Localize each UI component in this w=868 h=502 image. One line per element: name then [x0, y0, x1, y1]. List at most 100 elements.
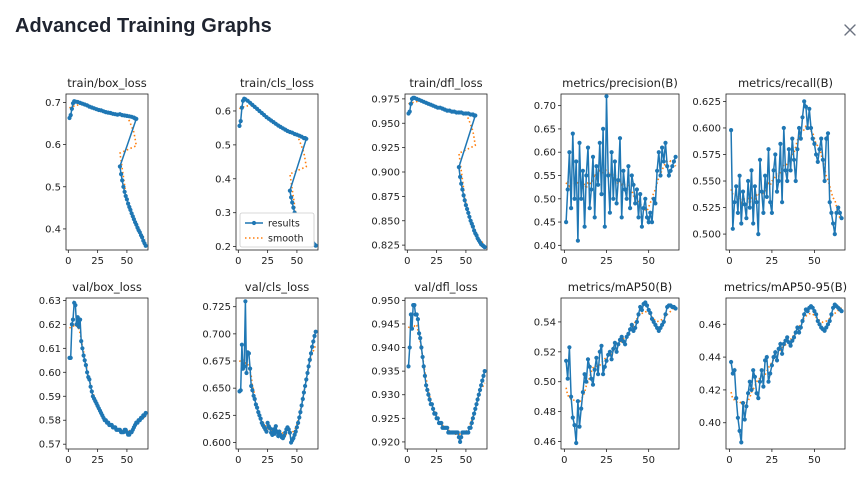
results-point: [766, 379, 771, 384]
results-point: [815, 159, 820, 164]
results-point: [780, 351, 785, 356]
y-tick-label: 0.850: [371, 216, 400, 227]
results-point: [749, 387, 754, 392]
results-point: [306, 364, 311, 369]
results-point: [82, 358, 87, 363]
results-point: [764, 355, 769, 360]
results-point: [802, 312, 807, 317]
results-point: [776, 178, 781, 184]
results-point: [732, 200, 737, 205]
results-point: [244, 370, 249, 376]
results-point: [786, 340, 792, 345]
smooth-line: [730, 125, 842, 219]
results-point: [251, 393, 256, 398]
results-point: [798, 136, 803, 141]
x-tick-label: 25: [91, 455, 104, 466]
x-tick-label: 25: [600, 256, 613, 267]
y-tick-label: 0.55: [534, 171, 556, 182]
results-point: [256, 410, 261, 415]
results-point: [769, 363, 775, 368]
results-point: [808, 125, 814, 131]
results-point: [619, 215, 624, 220]
close-button[interactable]: [840, 20, 860, 40]
results-point: [250, 388, 255, 393]
y-tick-label: 0.975: [371, 94, 400, 105]
results-point: [431, 406, 436, 411]
results-point: [76, 324, 81, 329]
results-point: [435, 416, 440, 421]
results-point: [458, 439, 463, 444]
x-tick-label: 0: [235, 455, 241, 466]
y-tick-label: 0.65: [534, 124, 556, 135]
results-point: [795, 325, 800, 330]
results-point: [277, 429, 282, 434]
results-point: [614, 349, 619, 354]
results-point: [604, 358, 609, 363]
chart-title: train/box_loss: [67, 76, 146, 90]
results-point: [299, 403, 304, 408]
results-point: [293, 429, 298, 434]
results-point: [579, 196, 584, 201]
results-point: [124, 197, 129, 202]
results-point: [740, 400, 746, 406]
results-point: [609, 150, 614, 155]
results-point: [761, 384, 766, 389]
results-point: [834, 210, 839, 215]
y-tick-label: 0.925: [371, 143, 400, 154]
results-point: [307, 357, 312, 362]
close-icon[interactable]: [840, 20, 860, 40]
results-point: [239, 342, 244, 347]
results-point: [752, 184, 758, 189]
results-point: [837, 210, 843, 215]
results-point: [292, 432, 297, 437]
y-tick-label: 0.725: [202, 302, 231, 313]
results-point: [644, 303, 650, 308]
y-tick-label: 0.6: [45, 140, 61, 151]
y-tick-label: 0.7: [45, 98, 61, 109]
results-point: [754, 200, 759, 205]
results-point: [596, 372, 601, 377]
x-tick-label: 50: [460, 455, 473, 466]
results-point: [143, 410, 148, 416]
results-point: [641, 206, 646, 211]
results-point: [574, 159, 579, 164]
results-point: [665, 164, 670, 169]
results-point: [482, 369, 487, 374]
results-point: [281, 433, 287, 439]
x-tick-label: 0: [561, 256, 567, 267]
results-point: [569, 394, 574, 399]
results-point: [253, 402, 258, 407]
results-point: [134, 116, 139, 121]
results-point: [761, 210, 766, 215]
results-point: [577, 424, 582, 429]
results-point: [574, 440, 579, 446]
results-point: [414, 312, 419, 317]
results-point: [70, 317, 76, 322]
results-point: [463, 203, 468, 208]
y-tick-label: 0.625: [692, 97, 721, 108]
results-point: [78, 317, 83, 322]
results-point: [242, 364, 247, 369]
results-point: [798, 325, 803, 330]
results-point: [781, 125, 786, 131]
results-point: [623, 187, 628, 192]
results-point: [596, 182, 601, 187]
y-tick-label: 0.945: [371, 319, 400, 330]
chart-10: metrics/mAP50-95(B) 0 25 50 0.40 0.42 0.44 0.46: [699, 280, 847, 466]
results-point: [291, 205, 296, 210]
results-point: [308, 351, 314, 356]
results-point: [624, 196, 629, 201]
results-point: [623, 342, 628, 347]
results-point: [786, 147, 792, 152]
results-point: [290, 200, 295, 205]
y-tick-label: 0.3: [215, 208, 231, 219]
results-point: [756, 396, 761, 401]
results-point: [286, 427, 291, 432]
y-tick-label: 0.40: [699, 418, 721, 429]
chart-3: train/dfl_loss 0 25 50 0.825 0.850 0.875 0.900 0…: [371, 76, 488, 267]
y-tick-label: 0.550: [692, 177, 721, 188]
results-point: [472, 411, 477, 416]
results-point: [673, 154, 678, 159]
results-point: [474, 402, 479, 407]
y-tick-label: 0.700: [202, 329, 231, 340]
